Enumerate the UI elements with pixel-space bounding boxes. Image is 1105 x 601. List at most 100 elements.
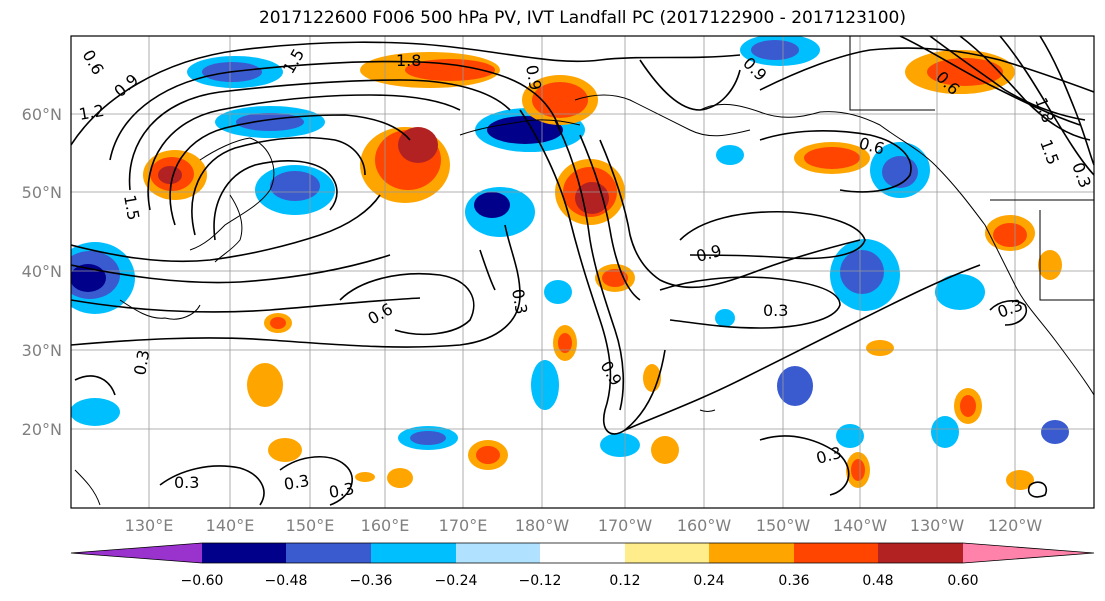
pv-positive-blob — [651, 436, 679, 464]
pv-positive-blob — [532, 82, 588, 118]
lat-label: 60°N — [22, 105, 62, 124]
lat-axis: 60°N 50°N 40°N 30°N 20°N — [22, 105, 62, 439]
pv-positive-blob — [270, 317, 286, 329]
lat-label: 30°N — [22, 341, 62, 360]
pv-negative-blob — [270, 171, 320, 201]
lon-label: 130°W — [910, 516, 965, 535]
gridlines — [71, 36, 1094, 508]
colorbar-segment — [456, 543, 540, 563]
pv-positive-blob — [405, 59, 495, 81]
contour-label: 0.3 — [130, 348, 153, 376]
lon-label: 140°W — [833, 516, 888, 535]
pv-positive-blob — [851, 459, 865, 481]
pv-positive-blob — [1038, 250, 1062, 280]
colorbar-extend-max — [963, 543, 1094, 563]
colorbar-tick-label: 0.24 — [693, 573, 724, 589]
contour-label: 0.3 — [327, 479, 355, 502]
contour-label: 0.3 — [508, 287, 531, 315]
lon-label: 140°E — [206, 516, 255, 535]
pv-negative-blob — [474, 192, 510, 218]
pv-negative-blob — [931, 416, 959, 448]
contour-label: 0.3 — [174, 473, 199, 492]
lon-label: 160°E — [361, 516, 410, 535]
pv-negative-blob — [1041, 420, 1069, 444]
colorbar-tick-label: −0.24 — [435, 573, 478, 589]
colorbar-tick-label: 0.36 — [778, 573, 809, 589]
colorbar-segment — [286, 543, 371, 563]
lat-label: 40°N — [22, 262, 62, 281]
colorbar-segment — [202, 543, 286, 563]
colorbar-tick-label: −0.12 — [519, 573, 562, 589]
colorbar-tick-label: −0.48 — [265, 573, 308, 589]
lat-label: 50°N — [22, 183, 62, 202]
colorbar-tick-label: −0.60 — [181, 573, 224, 589]
lon-axis: 130°E 140°E 150°E 160°E 170°E 180°W 170°… — [125, 516, 1043, 535]
pv-positive-blob — [476, 446, 500, 464]
lon-label: 160°W — [677, 516, 732, 535]
pv-negative-blob — [236, 113, 304, 131]
lon-label: 130°E — [125, 516, 174, 535]
pv-negative-blob — [777, 366, 813, 406]
colorbar — [70, 542, 1095, 564]
colorbar-tick-label: 0.12 — [609, 573, 640, 589]
map-frame — [70, 35, 1095, 509]
pv-negative-blob — [882, 156, 918, 188]
pv-positive-blob — [558, 333, 572, 353]
contour-label: 1.2 — [77, 101, 105, 124]
contour-label: 0.3 — [763, 301, 788, 320]
colorbar-segment — [878, 543, 963, 563]
lon-label: 170°E — [439, 516, 488, 535]
lon-label: 170°W — [598, 516, 653, 535]
pv-negative-blob — [600, 433, 640, 457]
pv-negative-blob — [544, 280, 572, 304]
pv-positive-blob — [398, 127, 438, 163]
pv-negative-blob — [487, 116, 563, 144]
pv-negative-blob — [836, 424, 864, 448]
lon-label: 150°E — [286, 516, 335, 535]
colorbar-tick-label: 0.48 — [862, 573, 893, 589]
lon-label: 120°W — [988, 516, 1043, 535]
colorbar-segment — [625, 543, 709, 563]
pv-negative-blob — [751, 40, 799, 60]
pv-negative-blob — [531, 360, 559, 410]
pv-negative-blob — [840, 250, 884, 294]
pv-negative-blob — [716, 145, 744, 165]
pv-positive-blob — [247, 363, 283, 407]
colorbar-segment — [371, 543, 456, 563]
pv-positive-blob — [1006, 470, 1034, 490]
colorbar-tick-label: −0.36 — [350, 573, 393, 589]
pv-negative-blob — [935, 274, 985, 310]
lon-label: 150°W — [756, 516, 811, 535]
colorbar-segment — [540, 543, 625, 563]
pv-positive-blob — [355, 472, 375, 482]
pv-negative-blob — [71, 398, 120, 426]
pv-positive-blob — [960, 395, 976, 417]
lat-label: 20°N — [22, 420, 62, 439]
map-content: 0.6 0.9 1.2 1.5 1.8 1.5 0.9 0.3 0.6 0.9 … — [71, 36, 1094, 508]
pv-shading — [71, 36, 1069, 490]
colorbar-tick-label: 0.60 — [947, 573, 978, 589]
pv-positive-blob — [268, 438, 302, 462]
colorbar-outline — [70, 542, 1095, 564]
contour-label: 0.9 — [522, 63, 545, 91]
pv-contours — [71, 36, 1094, 506]
contour-label: 0.3 — [282, 471, 310, 494]
lon-label: 180°W — [515, 516, 570, 535]
coastlines — [74, 36, 1094, 506]
pv-positive-blob — [804, 147, 860, 169]
figure-title: 2017122600 F006 500 hPa PV, IVT Landfall… — [258, 8, 906, 28]
contour-label: 1.8 — [396, 51, 421, 70]
colorbar-extend-min — [71, 543, 202, 563]
pv-positive-blob — [866, 340, 894, 356]
pv-positive-blob — [158, 166, 182, 184]
contour-label: 1.5 — [120, 193, 143, 221]
pv-negative-blob — [410, 431, 446, 445]
pv-negative-blob — [715, 309, 735, 327]
colorbar-segment — [709, 543, 794, 563]
pv-positive-blob — [387, 468, 413, 488]
colorbar-segment — [794, 543, 878, 563]
colorbar-ticks: −0.60 −0.48 −0.36 −0.24 −0.12 0.12 0.24 … — [181, 573, 979, 589]
pv-positive-blob — [993, 223, 1027, 247]
